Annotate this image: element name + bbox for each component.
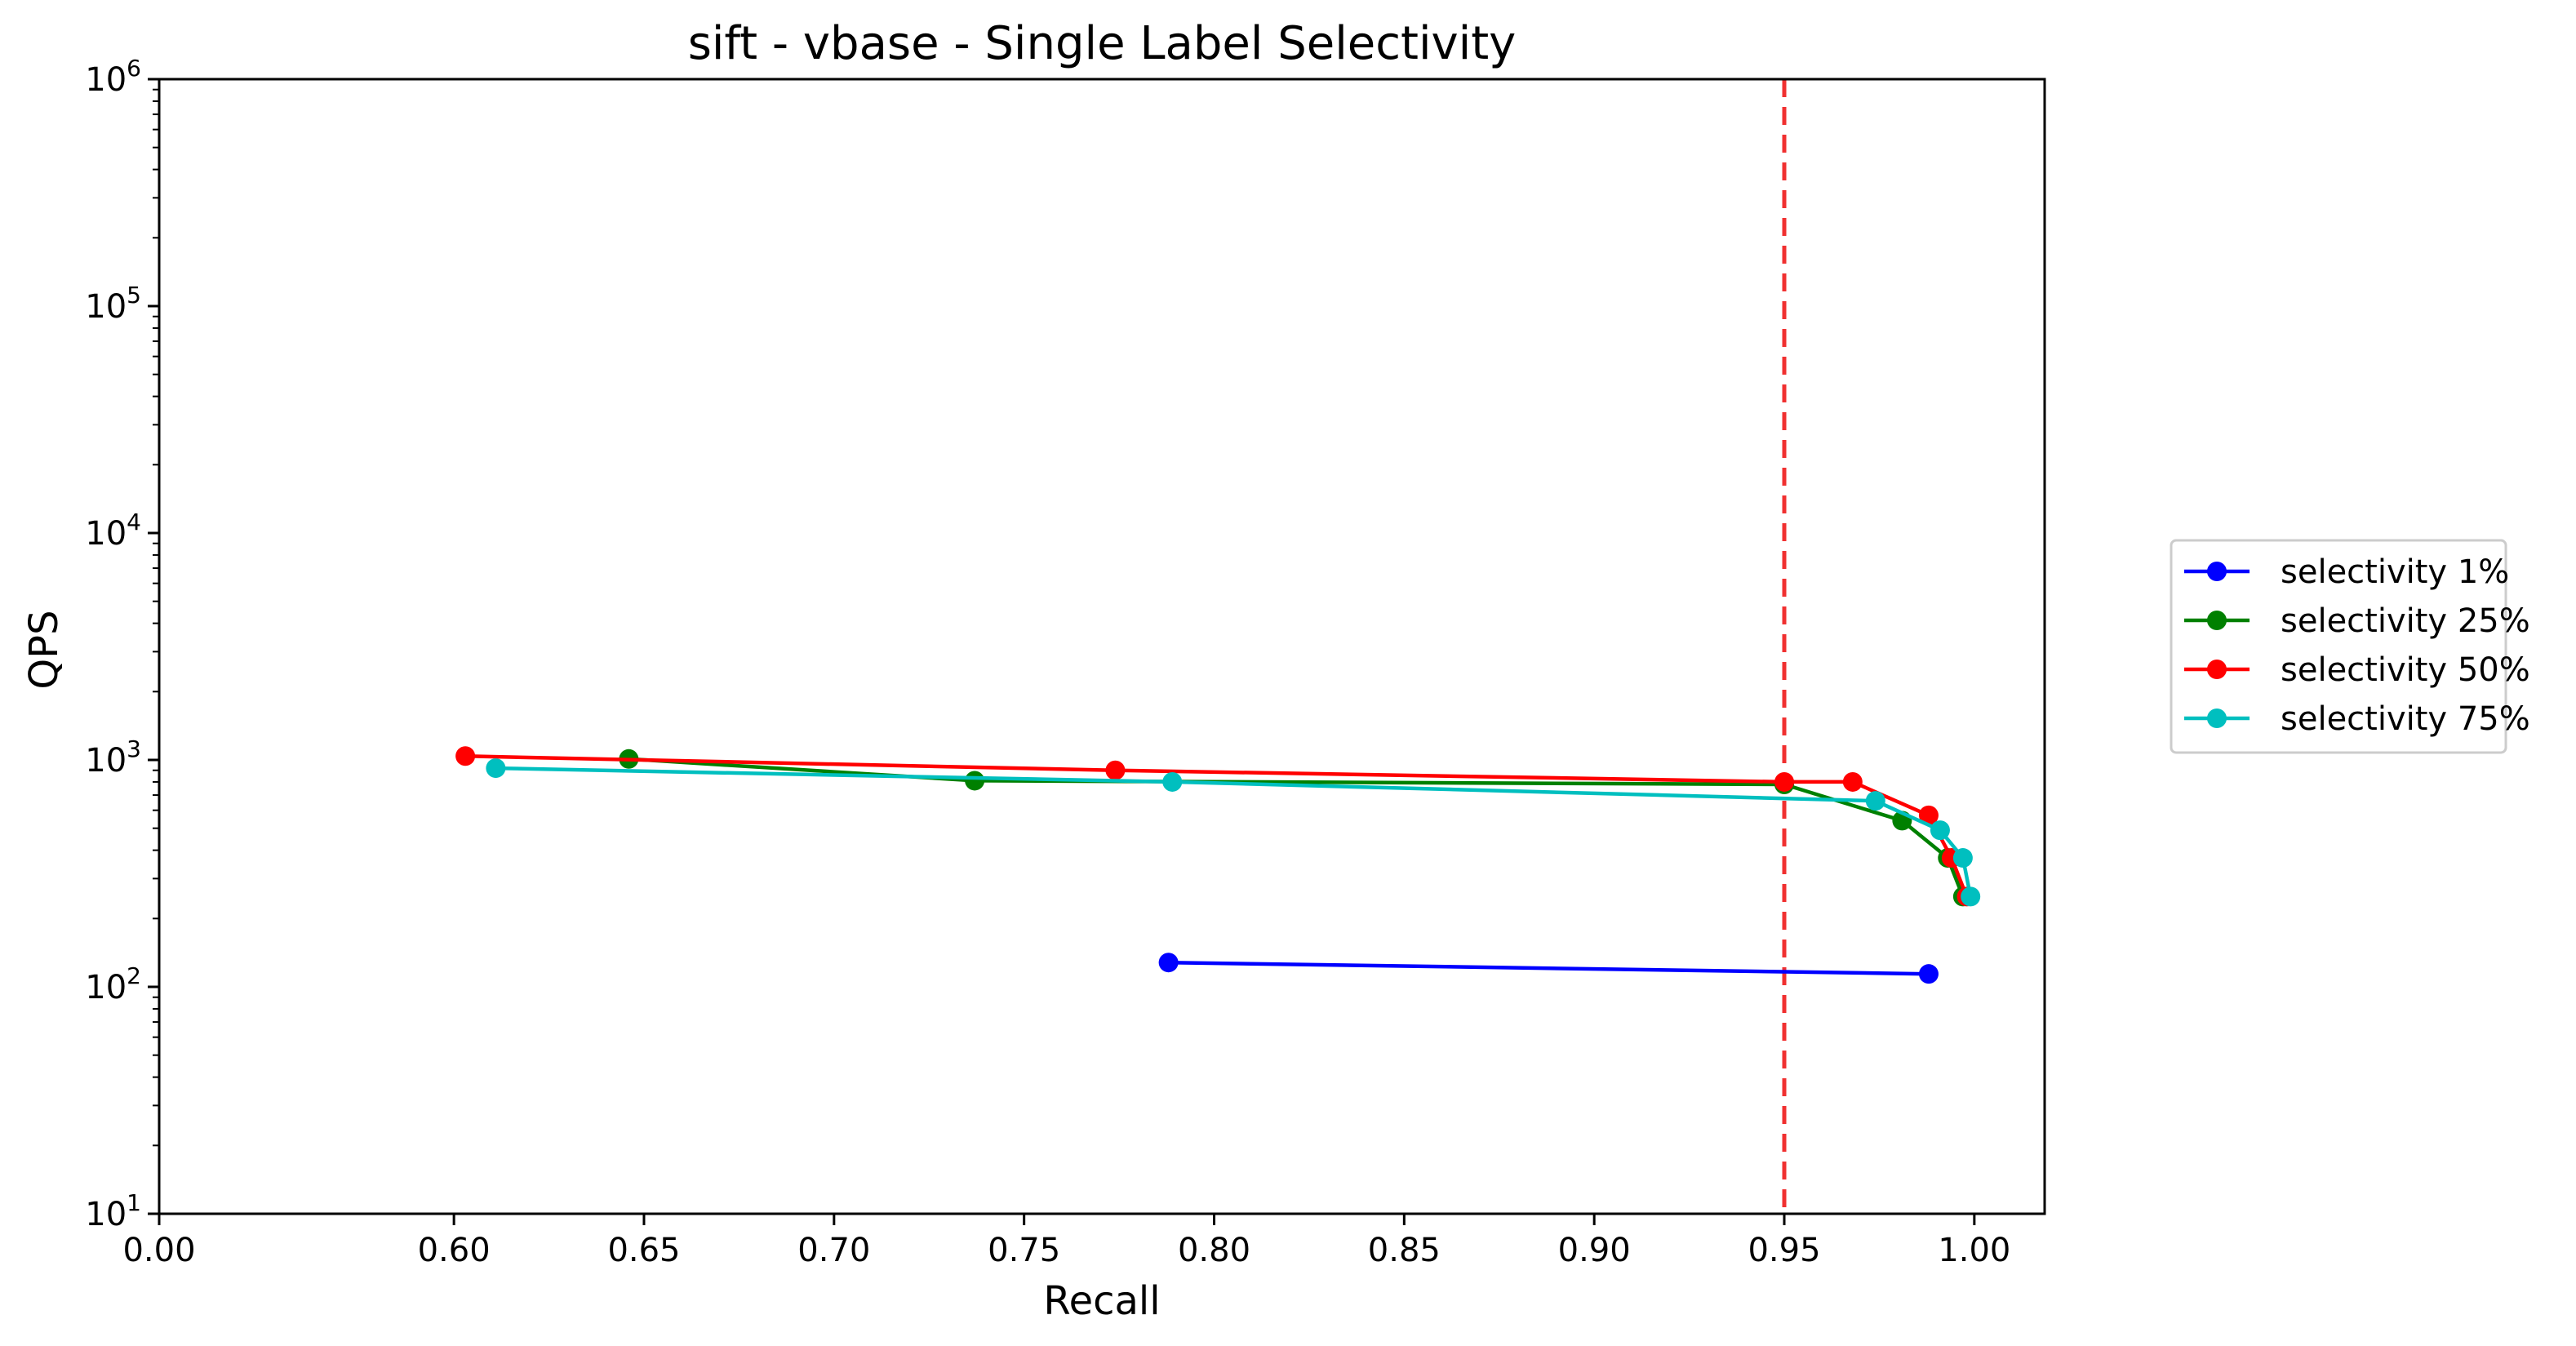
x-tick-label: 0.60	[418, 1232, 491, 1269]
data-point	[965, 771, 985, 791]
legend-swatch-marker	[2207, 660, 2227, 679]
data-point	[1961, 886, 1981, 907]
legend-swatch-marker	[2207, 709, 2227, 728]
legend-frame	[2170, 539, 2507, 754]
x-tick-label: 0.65	[607, 1232, 680, 1269]
series-line	[1168, 960, 1930, 976]
y-tick-label: 106	[85, 55, 141, 99]
data-point	[1952, 848, 1973, 868]
series-3	[486, 758, 1981, 907]
y-tick-label: 105	[85, 282, 141, 326]
x-tick-label: 1.00	[1938, 1232, 2010, 1269]
x-tick-label: 0.80	[1178, 1232, 1250, 1269]
series-0	[1158, 953, 1939, 984]
legend-label: selectivity 25%	[2281, 602, 2530, 640]
x-tick-label: 0.90	[1558, 1232, 1631, 1269]
x-tick-label: 0.00	[122, 1232, 195, 1269]
chart-title: sift - vbase - Single Label Selectivity	[688, 17, 1517, 70]
y-axis-label: QPS	[21, 610, 67, 689]
data-point	[455, 746, 476, 766]
y-tick-label: 103	[85, 735, 141, 780]
data-point	[1774, 771, 1795, 792]
x-tick-label: 0.95	[1748, 1232, 1820, 1269]
data-point	[1918, 964, 1939, 984]
data-point	[1842, 771, 1863, 792]
legend: selectivity 1% selectivity 25% selectivity…	[2170, 539, 2530, 754]
legend-label: selectivity 50%	[2281, 651, 2530, 689]
data-point	[1162, 771, 1183, 792]
x-axis-label: Recall	[1043, 1278, 1160, 1324]
legend-label: selectivity 75%	[2281, 700, 2530, 738]
data-point	[1918, 805, 1939, 825]
y-axis-ticks: 101 102 103 104 105 106	[85, 55, 159, 1233]
x-tick-label: 0.75	[988, 1232, 1060, 1269]
y-tick-label: 104	[85, 509, 141, 553]
plot-area	[159, 79, 2045, 1214]
series-layer	[455, 746, 1981, 984]
data-point	[486, 758, 506, 779]
y-tick-label: 101	[85, 1189, 141, 1233]
x-tick-label: 0.85	[1368, 1232, 1441, 1269]
plot-frame	[158, 78, 2046, 1215]
data-point	[1930, 820, 1950, 841]
legend-swatch-marker	[2207, 562, 2227, 581]
legend-swatch-marker	[2207, 611, 2227, 630]
x-tick-label: 0.70	[797, 1232, 870, 1269]
y-tick-label: 102	[85, 962, 141, 1006]
legend-label: selectivity 1%	[2281, 553, 2509, 591]
data-point	[1158, 953, 1179, 973]
data-point	[1105, 760, 1126, 780]
x-axis-ticks: 0.00 0.60 0.65 0.70 0.75 0.80 0.85 0.90 0.95 1.00	[122, 1214, 2010, 1269]
data-point	[1865, 791, 1885, 811]
